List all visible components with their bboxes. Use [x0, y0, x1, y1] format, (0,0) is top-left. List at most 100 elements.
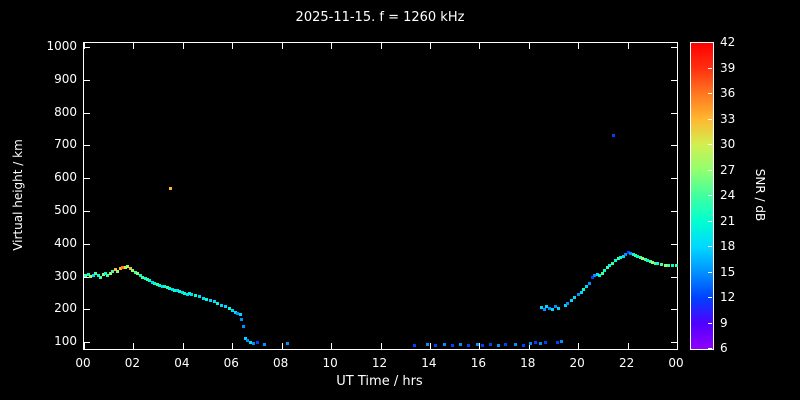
data-point [528, 342, 532, 346]
data-point [190, 293, 194, 297]
colorbar-label: SNR / dB [753, 168, 767, 222]
y-tick-mark [671, 46, 677, 48]
x-tick-mark [84, 343, 85, 349]
data-point [126, 265, 130, 269]
data-point [595, 272, 599, 276]
x-tick-label: 20 [569, 356, 585, 370]
colorbar-tick-mark [708, 271, 712, 273]
y-tick-label: 800 [54, 104, 77, 119]
data-point [201, 296, 205, 300]
y-tick-label: 200 [54, 301, 77, 316]
data-point [559, 339, 563, 343]
data-point [614, 259, 618, 263]
data-point [577, 292, 581, 296]
data-point [141, 275, 145, 279]
x-tick-label: 00 [75, 356, 91, 370]
colorbar-tick-mark [708, 169, 712, 171]
data-point [412, 344, 416, 348]
colorbar-tick-mark [708, 42, 712, 43]
x-axis-label: UT Time / hrs [336, 374, 423, 389]
data-point [563, 303, 567, 307]
data-point [605, 266, 609, 269]
data-point [89, 274, 93, 278]
data-point [588, 281, 592, 285]
data-point [131, 268, 135, 272]
y-tick-mark [671, 243, 677, 245]
colorbar-tick-label: 36 [720, 86, 736, 100]
data-point [638, 255, 642, 259]
data-point [227, 307, 231, 311]
data-point [104, 271, 107, 275]
data-point [173, 288, 177, 292]
x-tick-mark [380, 343, 382, 349]
data-point [608, 264, 612, 268]
colorbar-tick-label: 21 [720, 213, 736, 228]
x-tick-mark [528, 43, 530, 49]
data-point [616, 257, 620, 261]
y-tick-mark [671, 178, 677, 180]
y-tick-mark [84, 342, 90, 344]
y-tick-mark [84, 178, 90, 180]
x-tick-label: 08 [273, 356, 289, 370]
y-tick-label: 400 [54, 235, 77, 250]
data-point [533, 341, 537, 345]
x-tick-mark [627, 43, 629, 49]
y-tick-mark [84, 145, 90, 147]
data-point [653, 261, 657, 265]
colorbar-tick-mark [708, 93, 712, 94]
colorbar-tick-label: 39 [720, 60, 736, 75]
data-point [629, 252, 633, 256]
x-tick-mark [528, 343, 530, 349]
y-tick-label: 900 [54, 71, 77, 86]
data-point [113, 268, 117, 272]
x-tick-mark [182, 343, 184, 349]
data-point [582, 288, 586, 292]
colorbar-tick-label: 24 [720, 188, 736, 202]
data-point [648, 260, 652, 264]
data-point [451, 343, 455, 347]
data-point [160, 284, 164, 288]
colorbar-tick-mark [708, 246, 712, 247]
data-point [180, 291, 184, 295]
x-tick-label: 10 [322, 356, 338, 370]
data-point [542, 307, 546, 311]
data-point [138, 274, 142, 278]
x-tick-mark [331, 43, 333, 49]
data-point [475, 343, 479, 347]
data-point [611, 134, 615, 138]
data-point [99, 275, 103, 279]
y-tick-label: 500 [54, 202, 77, 217]
colorbar-tick-label: 15 [720, 264, 736, 279]
data-point [116, 269, 120, 273]
x-tick-mark [479, 43, 481, 49]
x-tick-label: 14 [421, 356, 437, 370]
data-point [220, 303, 224, 307]
data-point [121, 265, 125, 269]
x-tick-label: 12 [371, 356, 388, 370]
data-point [467, 344, 471, 348]
y-tick-mark [671, 309, 677, 311]
colorbar [690, 42, 714, 350]
colorbar-tick-label: 12 [720, 290, 736, 304]
data-point [170, 287, 174, 291]
data-point [521, 343, 525, 347]
data-point [557, 307, 561, 310]
data-point [543, 340, 547, 344]
x-tick-label: 18 [520, 356, 536, 370]
colorbar-tick-mark [708, 144, 712, 145]
data-point [433, 344, 437, 348]
data-point [216, 302, 220, 306]
data-point [579, 290, 583, 294]
x-tick-mark [182, 43, 184, 49]
data-point [233, 310, 237, 314]
y-tick-label: 100 [54, 334, 77, 349]
data-point [667, 263, 671, 267]
data-point [626, 251, 630, 255]
data-point [248, 341, 252, 345]
data-point [631, 252, 635, 256]
colorbar-tick-label: 42 [720, 35, 736, 49]
x-tick-mark [133, 43, 135, 49]
data-point [458, 342, 462, 346]
data-point [573, 295, 577, 299]
